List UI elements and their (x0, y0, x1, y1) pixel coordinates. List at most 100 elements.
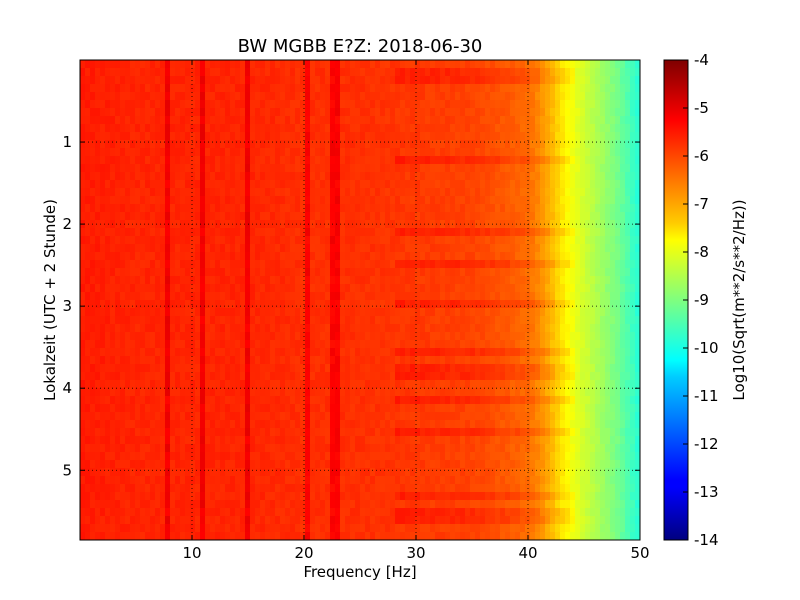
heat-cell (85, 172, 91, 181)
heat-cell (145, 388, 151, 397)
heat-cell (160, 180, 166, 189)
heat-cell (420, 188, 426, 197)
heat-cell (295, 284, 301, 293)
heat-cell (160, 100, 166, 109)
heat-cell (395, 428, 401, 437)
heat-cell (400, 252, 406, 261)
heat-cell (375, 356, 381, 365)
heat-cell (85, 396, 91, 405)
heat-cell (180, 500, 186, 509)
heat-cell (80, 180, 86, 189)
heat-cell (270, 420, 276, 429)
heat-cell (160, 308, 166, 317)
heat-cell (355, 364, 361, 373)
heat-cell (290, 436, 296, 445)
heat-cell (85, 436, 91, 445)
heat-cell (240, 84, 246, 93)
heat-cell (305, 220, 311, 229)
heat-cell (435, 380, 441, 389)
heat-cell (145, 156, 151, 165)
heat-cell (90, 212, 96, 221)
heat-cell (275, 532, 281, 540)
heat-cell (385, 164, 391, 173)
heat-cell (265, 116, 271, 125)
heat-cell (405, 236, 411, 245)
heat-cell (200, 500, 206, 509)
heat-cell (365, 436, 371, 445)
heat-cell (395, 484, 401, 493)
heat-cell (155, 244, 161, 253)
heat-cell (235, 468, 241, 477)
heat-cell (190, 204, 196, 213)
heat-cell (465, 76, 471, 85)
heat-cell (130, 412, 136, 421)
heat-cell (130, 84, 136, 93)
heat-cell (120, 348, 126, 357)
heat-cell (415, 332, 421, 341)
heat-cell (335, 180, 341, 189)
heat-cell (135, 508, 141, 517)
heat-cell (340, 276, 346, 285)
heat-cell (425, 276, 431, 285)
heat-cell (105, 492, 111, 501)
heat-cell (325, 124, 331, 133)
heat-cell (315, 532, 321, 540)
heat-cell (130, 148, 136, 157)
heat-cell (405, 60, 411, 69)
heat-cell (155, 428, 161, 437)
heat-cell (230, 268, 236, 277)
heat-cell (235, 412, 241, 421)
heat-cell (125, 172, 131, 181)
heat-cell (135, 452, 141, 461)
heat-cell (300, 92, 306, 101)
heat-cell (445, 180, 451, 189)
heat-cell (290, 484, 296, 493)
heat-cell (470, 428, 476, 437)
heat-cell (260, 284, 266, 293)
heat-cell (110, 212, 116, 221)
heat-cell (360, 276, 366, 285)
heat-cell (385, 260, 391, 269)
heat-cell (300, 276, 306, 285)
heat-cell (445, 100, 451, 109)
heat-cell (380, 212, 386, 221)
heat-cell (120, 76, 126, 85)
heat-cell (190, 172, 196, 181)
heat-cell (405, 372, 411, 381)
heat-cell (480, 316, 486, 325)
heat-cell (410, 340, 416, 349)
heat-cell (145, 340, 151, 349)
heat-cell (245, 316, 251, 325)
heat-cell (210, 332, 216, 341)
heat-cell (260, 492, 266, 501)
heat-cell (135, 380, 141, 389)
heat-cell (305, 396, 311, 405)
heat-cell (425, 332, 431, 341)
heat-cell (480, 188, 486, 197)
heat-cell (200, 292, 206, 301)
heat-cell (460, 476, 466, 485)
heat-cell (435, 100, 441, 109)
heat-cell (215, 68, 221, 77)
heat-cell (350, 188, 356, 197)
heat-cell (295, 428, 301, 437)
heat-cell (115, 100, 121, 109)
heat-cell (490, 68, 496, 77)
heat-cell (355, 92, 361, 101)
heat-cell (220, 308, 226, 317)
heat-cell (85, 92, 91, 101)
heat-cell (355, 204, 361, 213)
heat-cell (180, 508, 186, 517)
heat-cell (425, 292, 431, 301)
heat-cell (145, 180, 151, 189)
heat-cell (315, 444, 321, 453)
heat-cell (360, 124, 366, 133)
heat-cell (125, 108, 131, 117)
heat-cell (185, 140, 191, 149)
heat-cell (320, 228, 326, 237)
heat-cell (295, 324, 301, 333)
heat-cell (110, 268, 116, 277)
heat-cell (405, 92, 411, 101)
heat-cell (495, 100, 501, 109)
heat-cell (255, 436, 261, 445)
